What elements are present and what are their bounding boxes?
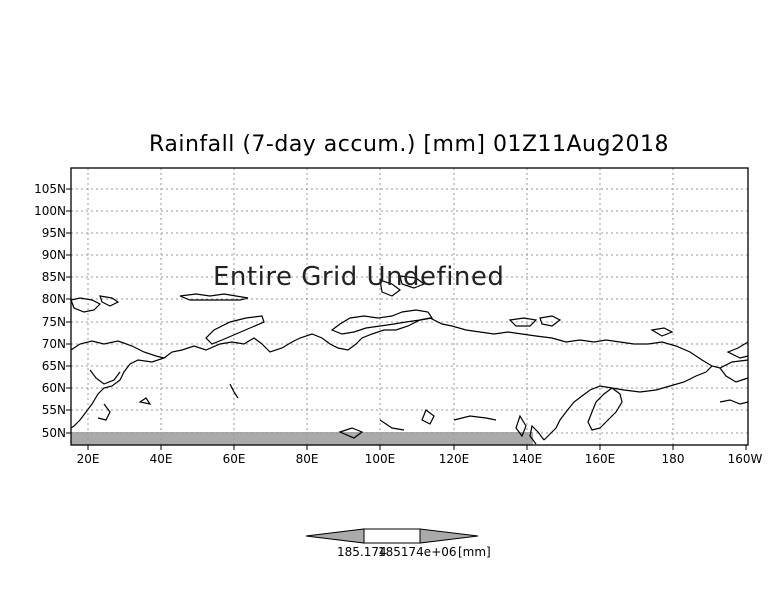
lat-label: 85N	[41, 270, 66, 284]
colorbar	[305, 528, 479, 544]
colorbar-center	[363, 528, 421, 544]
lat-label: 70N	[41, 337, 66, 351]
lon-label: 40E	[149, 452, 173, 466]
colorbar-right-value: 185174e+06	[378, 545, 457, 559]
undefined-shade-band	[71, 432, 533, 445]
colorbar-right-arrow	[419, 528, 479, 544]
lon-label: 160E	[584, 452, 616, 466]
lat-label: 65N	[41, 359, 66, 373]
lon-label: 20E	[76, 452, 100, 466]
lat-label: 55N	[41, 403, 66, 417]
lon-label: 160W	[727, 452, 763, 466]
lat-label: 90N	[41, 248, 66, 262]
lon-label: 140E	[511, 452, 543, 466]
colorbar-left-value: 185.174	[337, 545, 387, 559]
lon-label: 180	[661, 452, 685, 466]
lat-label: 60N	[41, 381, 66, 395]
lon-label: 120E	[438, 452, 470, 466]
coastlines	[70, 275, 749, 445]
tick-marks	[66, 188, 747, 450]
lon-label: 60E	[222, 452, 246, 466]
lat-label: 100N	[34, 204, 66, 218]
lat-label: 75N	[41, 315, 66, 329]
lon-label: 80E	[295, 452, 319, 466]
colorbar-left-arrow	[305, 528, 365, 544]
map-title: Rainfall (7-day accum.) [mm] 01Z11Aug201…	[149, 132, 669, 157]
lon-label: 100E	[364, 452, 396, 466]
lat-label: 105N	[34, 182, 66, 196]
colorbar-unit: [mm]	[458, 545, 491, 559]
grid-lines	[71, 168, 748, 445]
lat-label: 95N	[41, 226, 66, 240]
undefined-grid-message: Entire Grid Undefined	[213, 262, 505, 292]
map-frame	[70, 167, 749, 446]
lat-label: 50N	[41, 426, 66, 440]
lat-label: 80N	[41, 292, 66, 306]
